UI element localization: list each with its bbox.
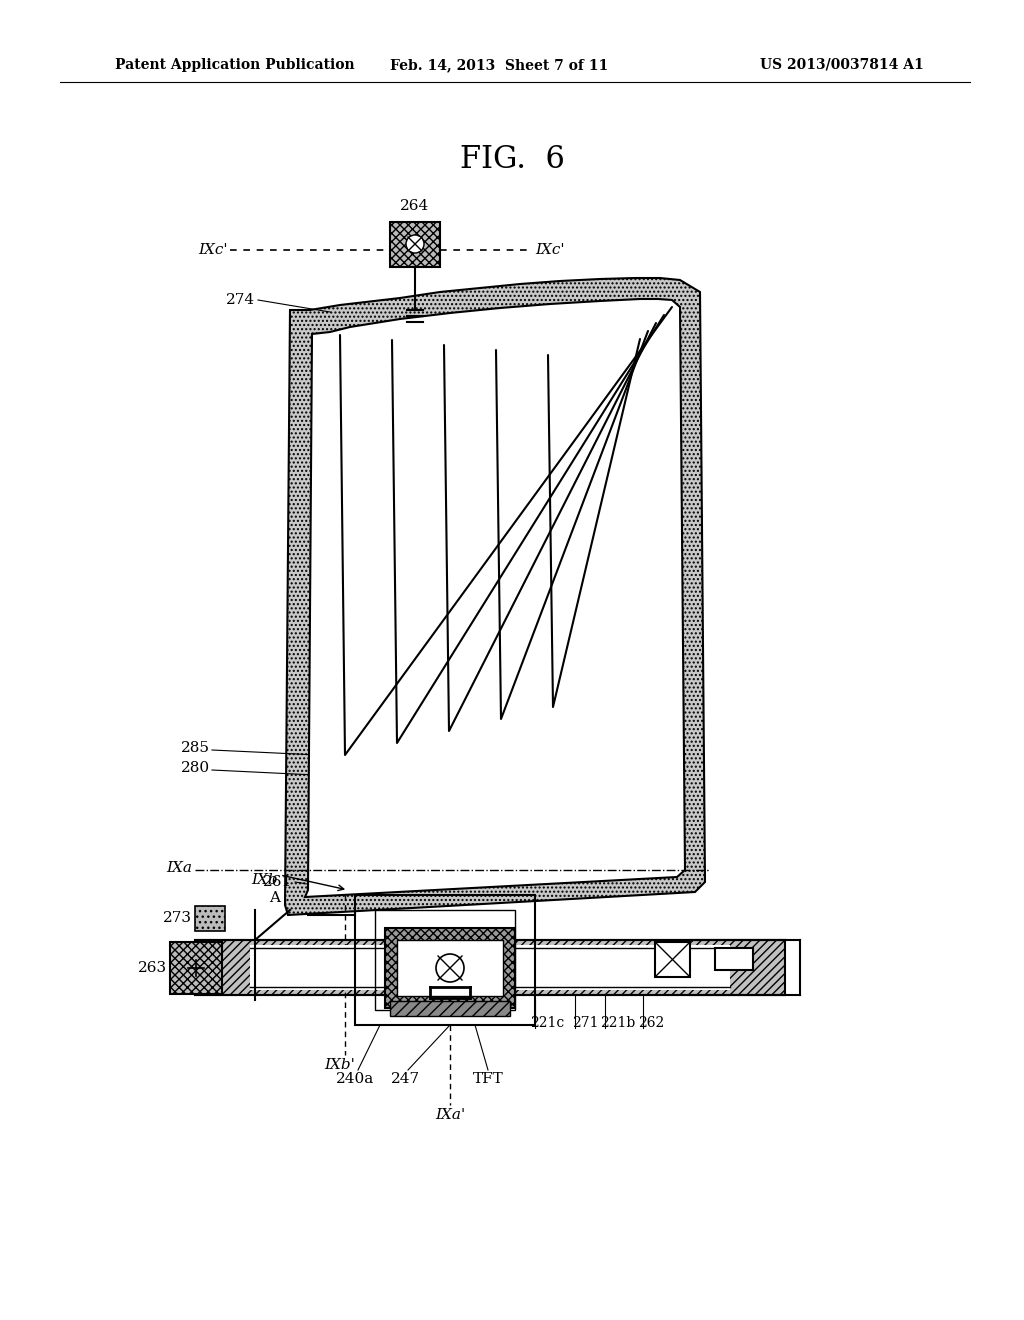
Bar <box>195 940 785 995</box>
Polygon shape <box>305 300 685 898</box>
Bar <box>385 928 515 1008</box>
Text: IXb': IXb' <box>325 1059 355 1072</box>
Text: 247: 247 <box>390 1072 420 1086</box>
Text: IXa: IXa <box>166 861 193 875</box>
Circle shape <box>436 954 464 982</box>
Text: 264: 264 <box>400 199 430 213</box>
Text: TFT: TFT <box>473 1072 504 1086</box>
Bar <box>397 940 503 997</box>
Bar <box>390 222 440 267</box>
Text: IXc': IXc' <box>535 243 564 257</box>
Text: 262: 262 <box>638 1016 665 1030</box>
Text: US 2013/0037814 A1: US 2013/0037814 A1 <box>760 58 924 73</box>
Text: 285: 285 <box>181 741 210 755</box>
Text: 274: 274 <box>226 293 255 308</box>
Bar <box>195 906 225 931</box>
Text: 271: 271 <box>572 1016 598 1030</box>
Bar <box>655 942 690 977</box>
Text: 280: 280 <box>181 762 210 775</box>
Text: IXb: IXb <box>251 873 278 887</box>
Bar <box>715 948 753 970</box>
Text: 240a: 240a <box>336 1072 374 1086</box>
Bar <box>170 942 222 994</box>
Bar <box>390 1001 510 1016</box>
Bar <box>250 945 730 990</box>
Circle shape <box>406 235 424 253</box>
Polygon shape <box>285 279 705 915</box>
Text: 273: 273 <box>163 911 193 925</box>
Bar <box>355 895 535 1026</box>
Bar <box>375 909 515 1010</box>
Text: IXc': IXc' <box>199 243 228 257</box>
Text: Patent Application Publication: Patent Application Publication <box>115 58 354 73</box>
Text: 261: 261 <box>263 875 292 888</box>
Text: IXa': IXa' <box>435 1107 465 1122</box>
Text: 221b: 221b <box>600 1016 635 1030</box>
Text: A: A <box>269 891 280 906</box>
Text: 263: 263 <box>138 961 167 975</box>
Text: 221c: 221c <box>530 1016 564 1030</box>
Text: Feb. 14, 2013  Sheet 7 of 11: Feb. 14, 2013 Sheet 7 of 11 <box>390 58 608 73</box>
Text: FIG.  6: FIG. 6 <box>460 144 564 176</box>
